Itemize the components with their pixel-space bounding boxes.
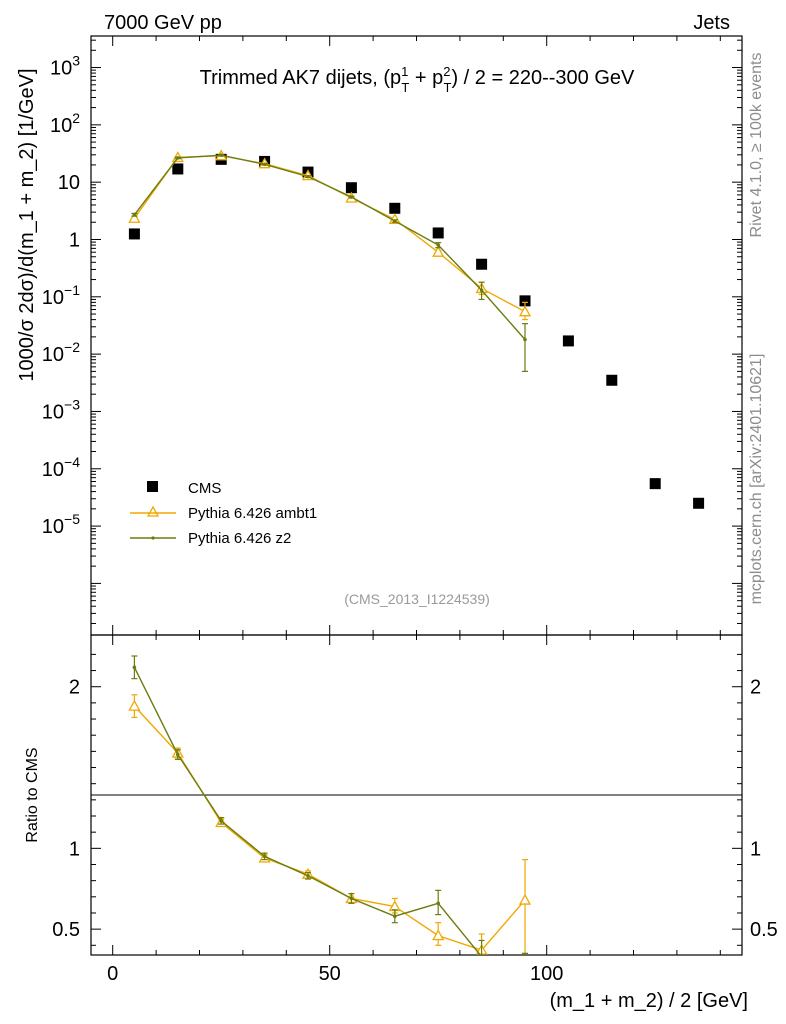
legend-marker-z2 <box>151 536 155 540</box>
cms-data-point <box>606 374 618 386</box>
ratio-ambt1-point <box>518 893 532 905</box>
ratio-z2-point <box>306 874 310 878</box>
legend-marker-cms <box>147 481 158 492</box>
z2-data-point <box>176 156 180 160</box>
ratio-y-tick-label: 1 <box>69 838 80 860</box>
ratio-y-tick-label: 0.5 <box>52 919 80 941</box>
z2-data-point <box>132 212 137 217</box>
cms-data-point <box>693 497 705 509</box>
x-tick-label: 50 <box>319 963 341 985</box>
y-axis-label: 1000/σ 2dσ)/d(m_1 + m_2) [1/GeV] <box>16 68 38 381</box>
y-tick-label: 1 <box>69 229 80 251</box>
cms-data-point <box>432 227 444 239</box>
z2-data-point <box>479 288 484 293</box>
z2-data-point <box>523 337 527 342</box>
x-tick-label: 0 <box>107 963 118 985</box>
y-tick-label: 103 <box>50 53 80 80</box>
ratio-z2-point <box>436 901 441 906</box>
legend-label-z2: Pythia 6.426 z2 <box>188 530 291 547</box>
ratio-z2-point <box>393 914 397 919</box>
header-left: 7000 GeV pp <box>104 12 222 34</box>
y-tick-label: 10−2 <box>42 339 80 366</box>
y-tick-label: 102 <box>50 110 80 137</box>
legend-marker-ambt1 <box>146 505 160 517</box>
cms-data-point <box>476 258 488 270</box>
mcplots-label: mcplots.cern.ch [arXiv:2401.10621] <box>748 354 765 605</box>
legend: CMS Pythia 6.426 ambt1 Pythia 6.426 z2 <box>130 480 317 547</box>
x-tick-label: 100 <box>530 963 563 985</box>
ratio-z2-point <box>523 976 527 980</box>
y-tick-label: 10 <box>58 172 80 194</box>
ambt1-data-point <box>432 245 445 257</box>
cms-data-point <box>389 202 401 214</box>
z2-data-point <box>393 219 397 223</box>
ambt1-data-point <box>128 211 141 223</box>
y-tick-label: 10−3 <box>42 396 80 423</box>
ratio-z2-point <box>219 819 223 823</box>
cms-data-point <box>128 228 140 240</box>
ratio-z2-point <box>176 752 180 757</box>
mc-line-1 <box>133 154 526 313</box>
z2-data-point <box>349 195 354 199</box>
header-right: Jets <box>693 12 730 34</box>
main-plot-title: Trimmed AK7 dijets, (p1 T + p2 T) / 2 = 22… <box>200 64 635 95</box>
legend-label-cms: CMS <box>188 480 221 497</box>
legend-label-ambt1: Pythia 6.426 ambt1 <box>188 505 317 522</box>
z2-data-point <box>262 162 267 167</box>
ratio-y-tick-label: 2 <box>69 677 80 699</box>
y-tick-label: 10−4 <box>42 454 80 481</box>
z2-data-point <box>436 243 441 247</box>
ratio-y-tick-label-right: 0.5 <box>750 919 778 941</box>
main-data-layer <box>128 149 705 509</box>
ratio-ambt1-point <box>128 699 141 711</box>
ambt1-data-point <box>518 305 532 317</box>
ratio-z2-point <box>480 954 483 955</box>
cms-data-point <box>649 478 661 490</box>
cms-data-point <box>345 182 357 194</box>
cms-data-point <box>519 295 531 307</box>
x-axis-label: (m_1 + m_2) / 2 [GeV] <box>550 990 748 1012</box>
ratio-z2-point <box>262 854 267 859</box>
analysis-id: (CMS_2013_I1224539) <box>344 591 490 607</box>
rivet-version-label: Rivet 4.1.0, ≥ 100k events <box>748 53 765 238</box>
cms-data-point <box>172 163 184 175</box>
ratio-z2-point <box>349 896 354 901</box>
ratio-data-layer <box>128 655 532 980</box>
axes-layer: 0 50 100 10−5 10−4 10−3 10−2 10−1 1 10 102 103 0.5 0.… <box>42 36 778 985</box>
z2-data-point <box>219 153 223 158</box>
z2-data-point <box>306 174 310 179</box>
ratio-line-1 <box>133 667 482 955</box>
cms-data-point <box>562 335 574 347</box>
ratio-z2-point <box>132 665 137 670</box>
y-tick-label: 10−5 <box>42 511 80 538</box>
mc-line-2 <box>133 154 526 340</box>
ratio-y-tick-label-right: 1 <box>750 838 761 860</box>
y-tick-label: 10−1 <box>42 282 80 309</box>
ratio-ambt1-point <box>432 929 445 941</box>
ambt1-data-point <box>388 212 401 224</box>
ratio-line-0 <box>133 705 526 951</box>
ratio-y-axis-label: Ratio to CMS <box>24 747 41 842</box>
ratio-y-tick-label-right: 2 <box>750 677 761 699</box>
